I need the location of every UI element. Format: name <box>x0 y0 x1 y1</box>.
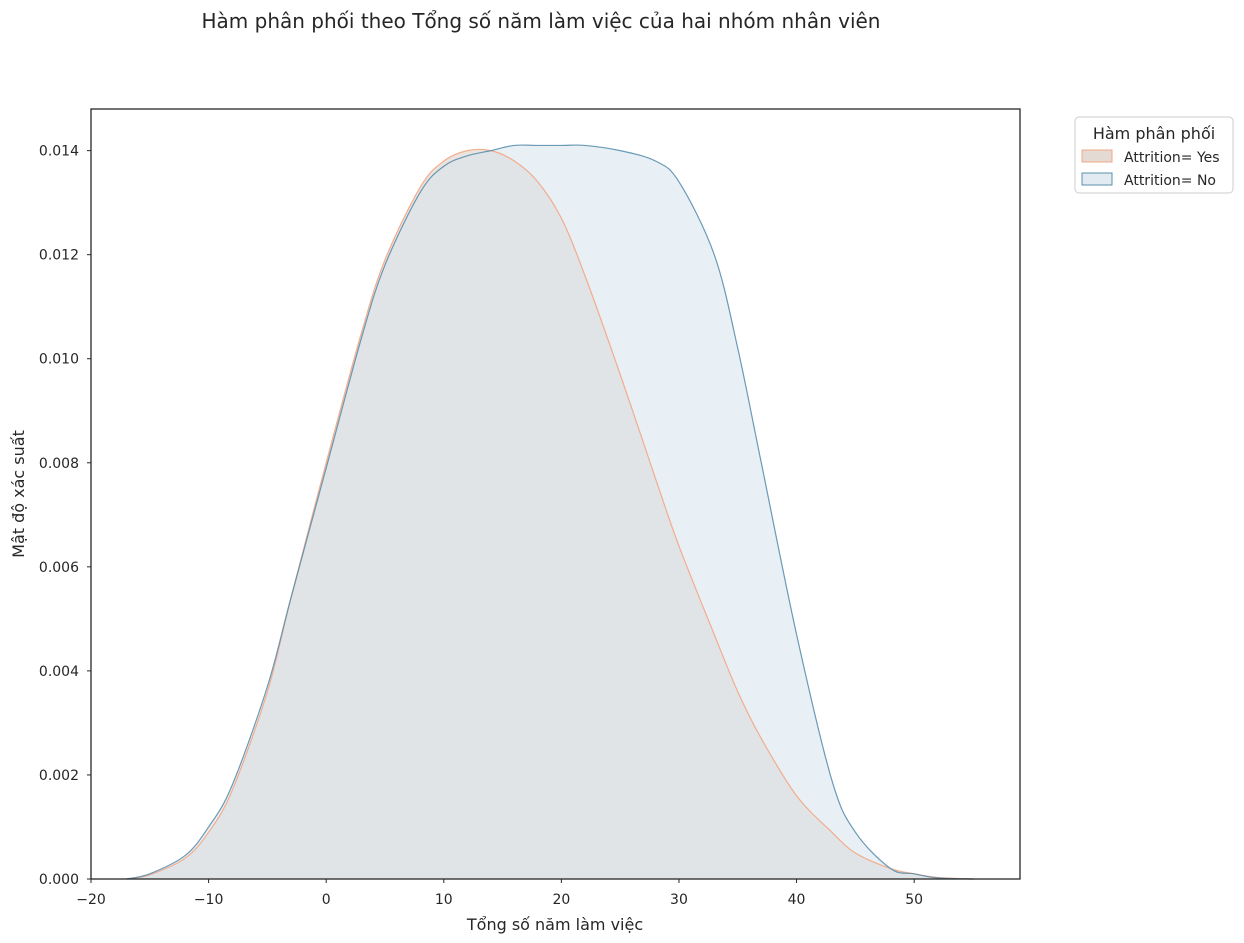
legend-frame <box>1074 116 1234 194</box>
x-tick-label: −10 <box>194 892 224 908</box>
y-tick-label: 0.014 <box>39 144 79 160</box>
x-tick-label: 20 <box>552 892 570 908</box>
y-tick-label: 0.008 <box>39 456 79 472</box>
plot-frame <box>90 108 1021 880</box>
legend-label-1: Attrition= Yes <box>1124 150 1220 166</box>
y-tick-label: 0.012 <box>39 248 79 264</box>
y-tick-label: 0.000 <box>39 872 79 888</box>
x-axis-label: Tổng số năm làm việc <box>466 915 643 934</box>
x-tick-label: 30 <box>670 892 688 908</box>
series-1-line <box>126 148 973 880</box>
series-2-area <box>126 145 973 880</box>
legend: Hàm phân phối Attrition= Yes Attrition= N… <box>1074 116 1234 194</box>
x-tick-label: 0 <box>322 892 331 908</box>
x-tick-label: 10 <box>435 892 453 908</box>
chart-title: Hàm phân phối theo Tổng số năm làm việc … <box>202 9 881 33</box>
y-tick-label: 0.002 <box>39 768 79 784</box>
x-tick-label: 50 <box>905 892 923 908</box>
legend-title: Hàm phân phối <box>1093 124 1215 143</box>
y-axis-label: Mật độ xác suất <box>9 430 28 558</box>
y-tick-label: 0.006 <box>39 560 79 576</box>
y-tick-label: 0.004 <box>39 664 79 680</box>
x-tick-label: −20 <box>76 892 106 908</box>
legend-label-2: Attrition= No <box>1124 173 1216 189</box>
y-tick-label: 0.010 <box>39 352 79 368</box>
legend-swatch-1 <box>1081 149 1113 163</box>
legend-swatch-2 <box>1081 172 1113 186</box>
x-tick-label: 40 <box>788 892 806 908</box>
series-2-line <box>126 144 973 880</box>
